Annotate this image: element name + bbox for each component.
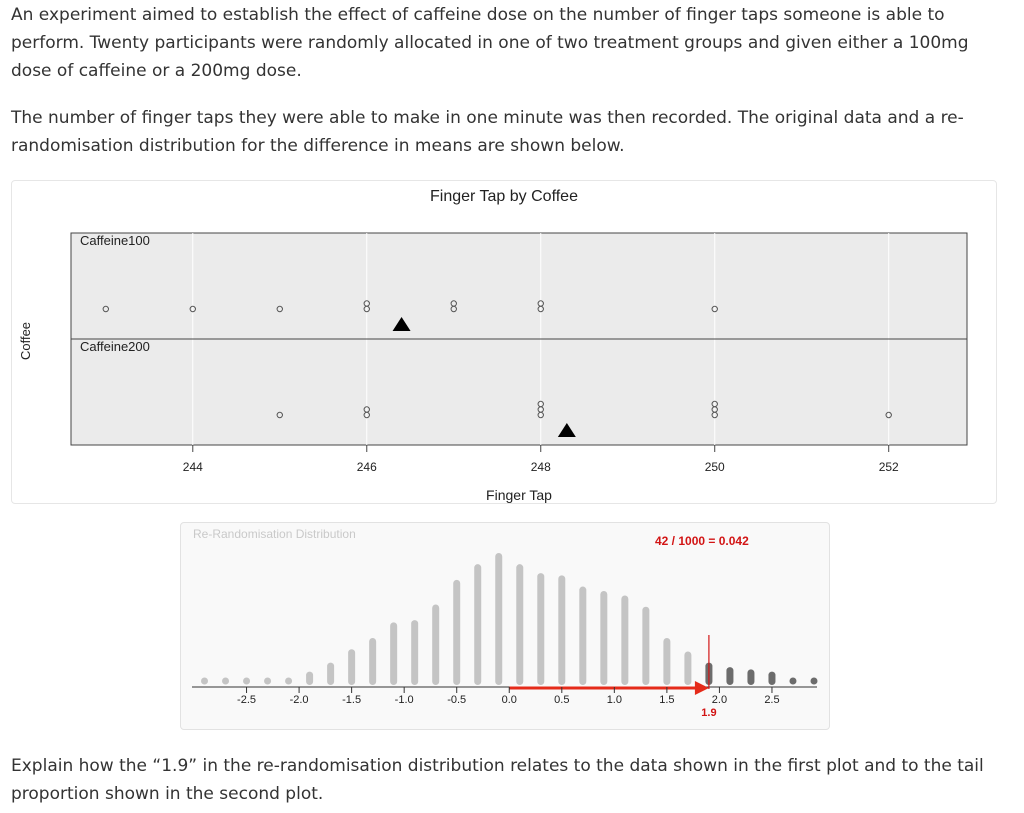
x-tick-label: 2.0 (712, 694, 727, 706)
data-point (363, 406, 370, 413)
dot-plot-y-axis-label: Coffee (18, 322, 33, 360)
data-point (276, 305, 283, 313)
x-tick-label: 1.0 (607, 694, 622, 706)
distribution-bar (642, 606, 650, 685)
tail-proportion-label: 42 / 1000 = 0.042 (655, 534, 749, 548)
x-tick-label: -1.0 (395, 694, 414, 706)
x-tick-label: -2.0 (290, 694, 309, 706)
distribution-bar (306, 671, 314, 685)
rerandomisation-panel: Re-Randomisation Distribution 42 / 1000 … (180, 522, 830, 730)
distribution-bar (768, 671, 776, 685)
dot-plot-plot-area: 244 246 248 250 252 Caffeine100 Caffeine200 (70, 232, 968, 474)
distribution-bar (516, 564, 524, 685)
mean-triangle (557, 423, 576, 437)
mean-triangle (392, 317, 411, 331)
distribution-bar (369, 638, 377, 685)
distribution-bar (474, 564, 482, 685)
data-point (537, 400, 544, 408)
distribution-bar (684, 651, 692, 685)
distribution-bar (432, 604, 440, 685)
dot-plot-panel: Finger Tap by Coffee Coffee Finger Tap 2… (11, 180, 997, 504)
x-tick-label: 1.5 (659, 694, 674, 706)
x-tick-label: 2.5 (764, 694, 779, 706)
rerandomisation-chart: Re-Randomisation Distribution 42 / 1000 … (192, 527, 818, 719)
data-point (102, 305, 109, 313)
x-tick-label: 252 (879, 460, 899, 474)
dot-plot-title: Finger Tap by Coffee (430, 188, 578, 205)
group-label: Caffeine100 (80, 233, 150, 248)
x-tick-label: 0.0 (502, 694, 517, 706)
x-tick-label: 250 (705, 460, 725, 474)
distribution-bar (348, 649, 356, 685)
x-tick-label: -2.5 (237, 694, 256, 706)
distribution-bar (222, 677, 230, 685)
distribution-bar (411, 620, 419, 685)
data-point (885, 411, 892, 419)
distribution-bar (264, 677, 272, 685)
data-point (711, 400, 718, 408)
data-point (537, 300, 544, 307)
intro-paragraph-1: An experiment aimed to establish the eff… (11, 5, 969, 81)
distribution-bar (243, 677, 251, 685)
rerandomisation-plot-area: -2.5 -2.0 -1.5 -1.0 -0.5 0.0 0.5 1.0 1.5 2.0 2.5 1.… (192, 553, 818, 719)
distribution-bar (726, 667, 734, 685)
x-tick-label: 246 (357, 460, 377, 474)
data-point (189, 305, 196, 313)
distribution-bar (285, 677, 293, 685)
distribution-bar (789, 677, 797, 685)
distribution-bar (201, 677, 209, 685)
x-tick-label: 244 (183, 460, 203, 474)
distribution-bar (579, 586, 587, 685)
difference-arrow-head (694, 681, 709, 695)
data-point (450, 300, 457, 307)
x-tick-label: 248 (531, 460, 551, 474)
dot-plot-x-axis-label: Finger Tap (486, 487, 552, 503)
x-tick-label: -0.5 (447, 694, 466, 706)
observed-difference-label: 1.9 (701, 707, 716, 719)
group-label: Caffeine200 (80, 339, 150, 354)
data-point (276, 411, 283, 419)
distribution-bar (558, 575, 566, 685)
distribution-bar (600, 591, 608, 685)
x-tick-label: -1.5 (342, 694, 361, 706)
distribution-bar (747, 669, 755, 685)
data-point (363, 300, 370, 307)
question-text: Explain how the “1.9” in the re-randomis… (11, 756, 984, 804)
rerandomisation-title: Re-Randomisation Distribution (193, 527, 356, 541)
data-point (711, 305, 718, 313)
distribution-bar (621, 595, 629, 685)
dot-plot-chart: Finger Tap by Coffee Coffee Finger Tap 2… (18, 188, 968, 503)
intro-paragraph-2: The number of finger taps they were able… (11, 108, 964, 156)
x-tick-label: 0.5 (554, 694, 569, 706)
distribution-bar (537, 573, 545, 685)
distribution-bar (390, 622, 398, 685)
distribution-bar (810, 677, 818, 685)
distribution-bar (495, 553, 503, 685)
distribution-bar (327, 662, 335, 685)
distribution-bar (453, 579, 461, 685)
distribution-bar (663, 638, 671, 685)
